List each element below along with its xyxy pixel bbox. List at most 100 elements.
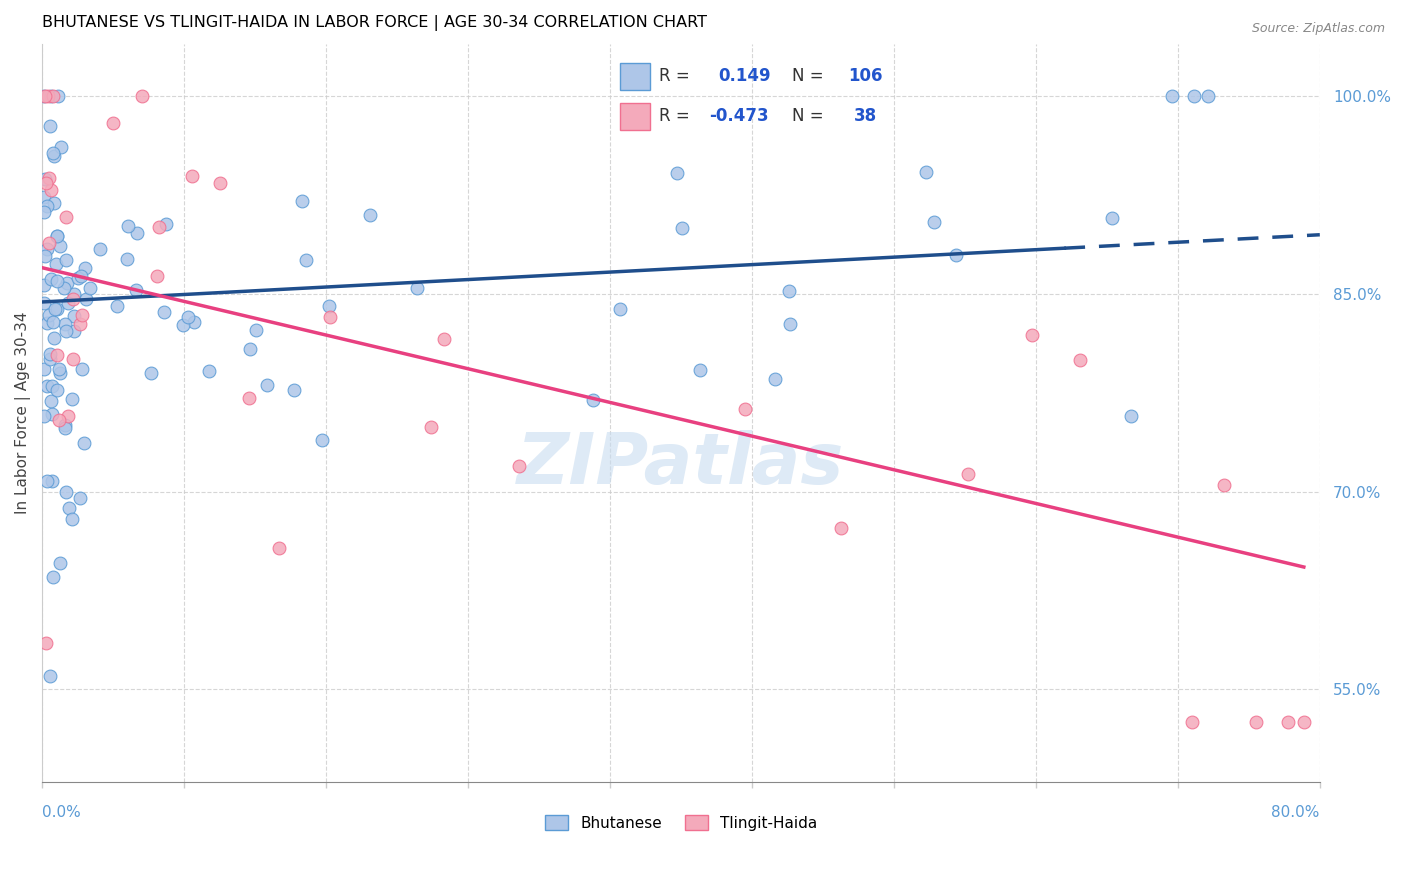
FancyBboxPatch shape bbox=[620, 62, 650, 90]
Text: 80.0%: 80.0% bbox=[1271, 805, 1320, 821]
Point bbox=[63, 310, 86, 324]
Point bbox=[915, 164, 938, 178]
Point bbox=[37, 89, 59, 103]
Point bbox=[56, 409, 79, 423]
Point bbox=[238, 391, 260, 405]
Point bbox=[55, 210, 77, 224]
Point bbox=[73, 436, 96, 450]
Point bbox=[79, 281, 101, 295]
Point bbox=[45, 383, 67, 397]
Point bbox=[37, 199, 59, 213]
Point bbox=[38, 170, 60, 185]
Text: Source: ZipAtlas.com: Source: ZipAtlas.com bbox=[1251, 22, 1385, 36]
Point bbox=[37, 378, 59, 392]
Point bbox=[148, 219, 170, 234]
Point bbox=[46, 229, 69, 244]
Point bbox=[1292, 715, 1315, 730]
Point bbox=[945, 248, 967, 262]
Point bbox=[609, 301, 631, 316]
Point bbox=[35, 636, 58, 650]
Point bbox=[131, 89, 153, 103]
Text: N =: N = bbox=[792, 68, 824, 86]
Point bbox=[55, 252, 77, 267]
Point bbox=[105, 299, 128, 313]
Point bbox=[70, 362, 93, 376]
Point bbox=[734, 401, 756, 416]
Point bbox=[39, 394, 62, 409]
Point bbox=[56, 276, 79, 290]
Point bbox=[103, 115, 125, 129]
Point bbox=[1213, 478, 1236, 492]
Point bbox=[671, 221, 693, 235]
Point bbox=[256, 377, 278, 392]
Point bbox=[1160, 89, 1182, 103]
Point bbox=[42, 149, 65, 163]
Point bbox=[44, 195, 66, 210]
Point bbox=[35, 317, 58, 331]
Point bbox=[1277, 715, 1299, 730]
Point bbox=[146, 268, 169, 283]
Y-axis label: In Labor Force | Age 30-34: In Labor Force | Age 30-34 bbox=[15, 311, 31, 514]
Point bbox=[69, 491, 91, 506]
Point bbox=[48, 413, 70, 427]
Point bbox=[55, 484, 77, 499]
Point bbox=[1101, 211, 1123, 225]
Point bbox=[1181, 715, 1204, 730]
Point bbox=[153, 304, 176, 318]
Point bbox=[60, 512, 83, 526]
Point bbox=[125, 226, 148, 240]
Point bbox=[70, 269, 93, 284]
Point bbox=[39, 352, 62, 367]
Point bbox=[42, 146, 65, 161]
Text: BHUTANESE VS TLINGIT-HAIDA IN LABOR FORCE | AGE 30-34 CORRELATION CHART: BHUTANESE VS TLINGIT-HAIDA IN LABOR FORC… bbox=[42, 15, 707, 31]
Point bbox=[239, 342, 262, 356]
Point bbox=[405, 281, 427, 295]
Point bbox=[41, 474, 63, 488]
Point bbox=[41, 183, 63, 197]
Point bbox=[198, 364, 221, 378]
Point bbox=[34, 249, 56, 263]
Point bbox=[34, 89, 56, 103]
Point bbox=[830, 521, 852, 535]
Point bbox=[35, 176, 58, 190]
Point bbox=[46, 274, 69, 288]
Point bbox=[53, 417, 76, 432]
Point bbox=[32, 295, 55, 310]
Point bbox=[69, 317, 91, 331]
Point bbox=[58, 296, 80, 310]
Point bbox=[180, 169, 202, 183]
Point bbox=[42, 331, 65, 345]
Point bbox=[957, 467, 980, 481]
Point bbox=[1069, 353, 1091, 368]
Point bbox=[53, 421, 76, 435]
Text: R =: R = bbox=[659, 68, 695, 86]
Point bbox=[924, 215, 946, 229]
Point bbox=[117, 219, 139, 233]
Point bbox=[48, 361, 70, 376]
Point bbox=[42, 315, 65, 329]
Point bbox=[295, 253, 318, 268]
Point bbox=[89, 242, 111, 256]
Point bbox=[55, 324, 77, 338]
Text: R =: R = bbox=[659, 107, 695, 125]
Point bbox=[48, 366, 70, 380]
Point bbox=[62, 352, 84, 367]
Point bbox=[208, 176, 231, 190]
Point bbox=[38, 236, 60, 251]
Point bbox=[359, 208, 381, 222]
Point bbox=[267, 541, 290, 555]
FancyBboxPatch shape bbox=[620, 103, 650, 130]
Text: ZIPatlas: ZIPatlas bbox=[517, 430, 845, 499]
Point bbox=[1197, 89, 1219, 103]
Point bbox=[311, 434, 333, 448]
Point bbox=[62, 292, 84, 306]
Text: -0.473: -0.473 bbox=[709, 107, 769, 125]
Point bbox=[49, 239, 72, 253]
Point bbox=[319, 310, 342, 325]
Point bbox=[75, 292, 97, 306]
Point bbox=[39, 120, 62, 134]
Point bbox=[245, 323, 267, 337]
Point bbox=[125, 283, 148, 297]
Point bbox=[689, 363, 711, 377]
Point bbox=[38, 669, 60, 683]
